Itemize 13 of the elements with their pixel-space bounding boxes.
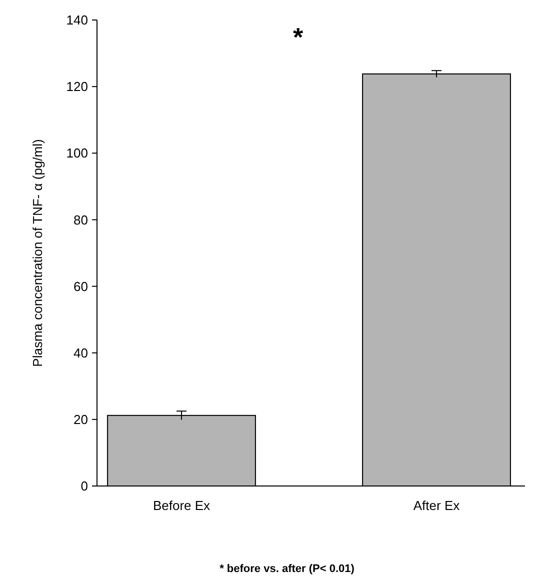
y-tick-label: 100 [66,146,88,161]
x-tick-label: Before Ex [152,498,211,513]
x-tick-label: After Ex [413,498,460,513]
y-tick-label: 80 [74,212,88,228]
y-tick-label: 40 [74,345,88,360]
text: * before vs. after (P< 0.01) [220,563,355,575]
y-tick-label: 140 [66,12,88,28]
annotation: * [292,22,304,52]
y-tick-label: 60 [74,278,88,294]
y-tick-label: 0 [80,478,88,494]
y-tick-label: 120 [66,79,88,94]
y-axis-title: Plasma concentration of TNF- α (pg/ml) [30,139,45,367]
y-tick-label: 20 [74,412,88,427]
